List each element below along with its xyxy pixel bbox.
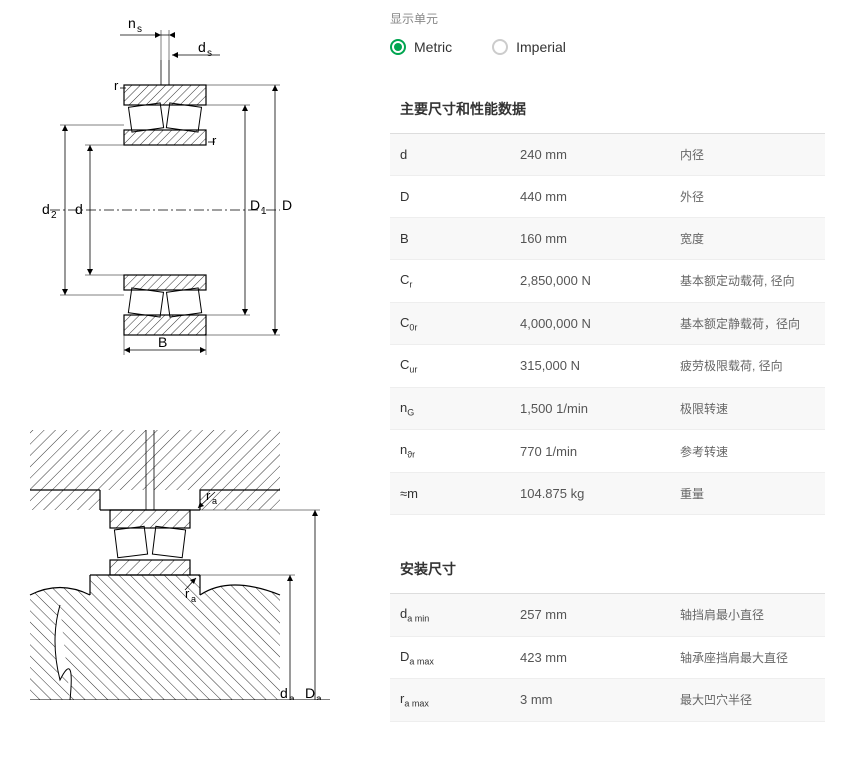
row-description: 轴挡肩最小直径 — [680, 606, 815, 623]
svg-text:s: s — [137, 24, 142, 35]
row-description: 疲劳极限载荷, 径向 — [680, 357, 815, 374]
unit-label: 显示单元 — [390, 10, 825, 27]
svg-text:n: n — [128, 15, 136, 31]
data-row: nG1,500 1/min极限转速 — [390, 388, 825, 431]
svg-text:r: r — [206, 488, 211, 503]
radio-metric[interactable]: Metric — [390, 39, 452, 55]
data-row: B160 mm宽度 — [390, 218, 825, 260]
data-row: Cur315,000 N疲劳极限载荷, 径向 — [390, 345, 825, 388]
radio-metric-label: Metric — [414, 39, 452, 55]
row-description: 外径 — [680, 188, 815, 205]
row-symbol: Da max — [400, 649, 520, 667]
svg-text:a: a — [289, 694, 295, 700]
row-value: 3 mm — [520, 692, 680, 707]
row-symbol: d — [400, 147, 520, 162]
section-main-dimensions: 主要尺寸和性能数据 d240 mm内径D440 mm外径B160 mm宽度Cr2… — [390, 85, 825, 515]
row-value: 440 mm — [520, 189, 680, 204]
row-description: 重量 — [680, 485, 815, 502]
row-description: 最大凹穴半径 — [680, 691, 815, 708]
row-symbol: B — [400, 231, 520, 246]
row-symbol: nϑr — [400, 442, 520, 460]
row-value: 240 mm — [520, 147, 680, 162]
row-value: 104.875 kg — [520, 486, 680, 501]
svg-text:1: 1 — [261, 206, 267, 217]
row-value: 315,000 N — [520, 358, 680, 373]
row-value: 1,500 1/min — [520, 401, 680, 416]
bearing-diagram-top: ns ds r r d2 — [20, 10, 340, 360]
unit-radio-group: Metric Imperial — [390, 39, 825, 55]
row-description: 参考转速 — [680, 443, 815, 460]
row-value: 770 1/min — [520, 444, 680, 459]
row-symbol: Cur — [400, 357, 520, 375]
section-mounting-dimensions: 安装尺寸 da min257 mm轴挡肩最小直径Da max423 mm轴承座挡… — [390, 545, 825, 722]
svg-text:D: D — [305, 685, 315, 700]
row-value: 4,000,000 N — [520, 316, 680, 331]
svg-text:s: s — [207, 48, 212, 59]
row-description: 轴承座挡肩最大直径 — [680, 649, 815, 666]
row-value: 160 mm — [520, 231, 680, 246]
svg-text:a: a — [212, 496, 217, 506]
row-symbol: da min — [400, 606, 520, 624]
row-value: 257 mm — [520, 607, 680, 622]
svg-text:d: d — [198, 39, 206, 55]
row-description: 基本额定静载荷，径向 — [680, 315, 815, 332]
radio-imperial[interactable]: Imperial — [492, 39, 566, 55]
row-description: 内径 — [680, 146, 815, 163]
data-row: nϑr770 1/min参考转速 — [390, 430, 825, 473]
data-row: da min257 mm轴挡肩最小直径 — [390, 594, 825, 637]
row-symbol: Cr — [400, 272, 520, 290]
row-value: 423 mm — [520, 650, 680, 665]
bearing-diagram-bottom: ra ra da Da — [20, 420, 340, 700]
svg-text:r: r — [185, 586, 190, 601]
data-row: Da max423 mm轴承座挡肩最大直径 — [390, 637, 825, 680]
data-row: Cr2,850,000 N基本额定动载荷, 径向 — [390, 260, 825, 303]
radio-imperial-circle — [492, 39, 508, 55]
row-symbol: nG — [400, 400, 520, 418]
svg-text:d: d — [75, 201, 83, 217]
row-symbol: C0r — [400, 315, 520, 333]
row-description: 基本额定动载荷, 径向 — [680, 272, 815, 289]
data-row: d240 mm内径 — [390, 134, 825, 176]
svg-text:a: a — [191, 594, 196, 604]
row-description: 宽度 — [680, 230, 815, 247]
row-value: 2,850,000 N — [520, 273, 680, 288]
row-symbol: ≈m — [400, 486, 520, 501]
svg-text:a: a — [316, 694, 322, 700]
svg-text:r: r — [114, 78, 119, 93]
data-row: ≈m104.875 kg重量 — [390, 473, 825, 515]
data-row: C0r4,000,000 N基本额定静载荷，径向 — [390, 303, 825, 346]
radio-imperial-label: Imperial — [516, 39, 566, 55]
row-symbol: ra max — [400, 691, 520, 709]
row-symbol: D — [400, 189, 520, 204]
radio-metric-circle — [390, 39, 406, 55]
svg-text:D: D — [282, 197, 292, 213]
row-description: 极限转速 — [680, 400, 815, 417]
svg-text:r: r — [212, 133, 217, 148]
svg-text:D: D — [250, 197, 260, 213]
section2-title: 安装尺寸 — [390, 545, 825, 594]
svg-text:2: 2 — [51, 210, 57, 221]
svg-text:B: B — [158, 334, 167, 350]
section1-title: 主要尺寸和性能数据 — [390, 85, 825, 134]
svg-text:d: d — [42, 201, 50, 217]
data-row: D440 mm外径 — [390, 176, 825, 218]
svg-text:d: d — [280, 685, 288, 700]
data-row: ra max3 mm最大凹穴半径 — [390, 679, 825, 722]
